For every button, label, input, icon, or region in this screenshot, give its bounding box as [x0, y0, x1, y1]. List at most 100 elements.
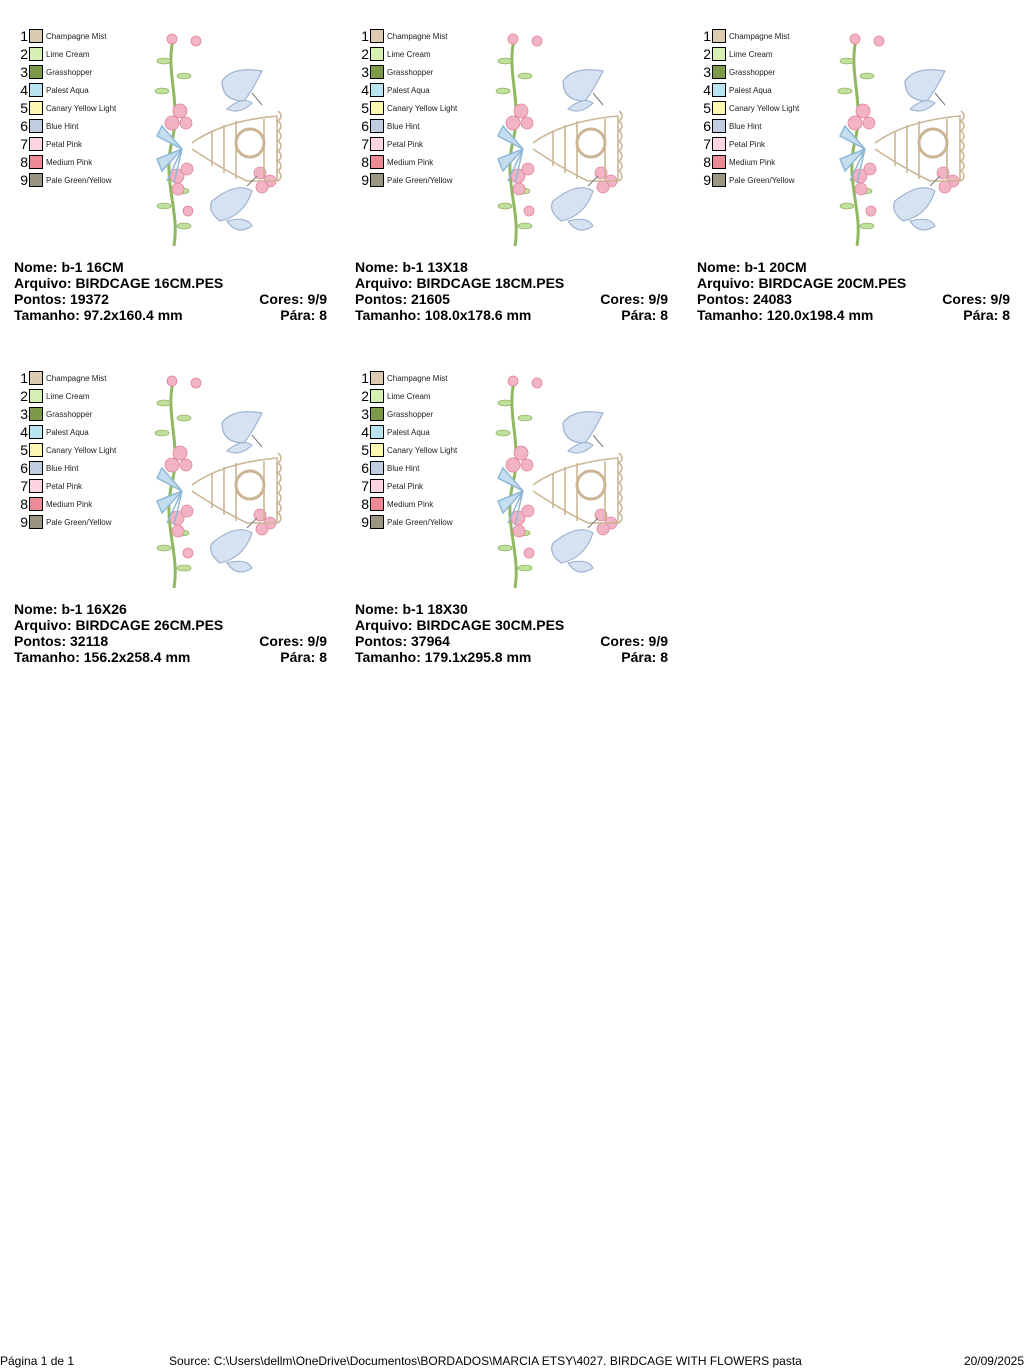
thread-row: 4 Palest Aqua [18, 81, 116, 99]
thread-number: 2 [20, 388, 28, 404]
thread-number: 2 [361, 46, 369, 62]
thread-name: Pale Green/Yellow [387, 175, 453, 185]
thread-row: 8 Medium Pink [359, 153, 457, 171]
color-swatch [29, 461, 43, 475]
design-info: Nome: b-1 13X18 Arquivo: BIRDCAGE 18CM.P… [355, 259, 668, 323]
color-swatch [370, 407, 384, 421]
color-swatch [370, 65, 384, 79]
thread-row: 9 Pale Green/Yellow [701, 171, 799, 189]
thread-number: 7 [20, 478, 28, 494]
thread-name: Medium Pink [387, 499, 434, 509]
design-file: Arquivo: BIRDCAGE 16CM.PES [14, 275, 224, 291]
thread-name: Palest Aqua [729, 85, 772, 95]
thread-name: Canary Yellow Light [46, 445, 117, 455]
design-size: Tamanho: 108.0x178.6 mm [355, 307, 532, 323]
design-file: Arquivo: BIRDCAGE 18CM.PES [355, 275, 565, 291]
color-swatch [29, 155, 43, 169]
color-swatch [370, 29, 384, 43]
thread-name: Champagne Mist [387, 373, 448, 383]
color-swatch [712, 137, 726, 151]
thread-number: 3 [361, 64, 369, 80]
thread-row: 5 Canary Yellow Light [359, 441, 457, 459]
color-count: Cores: 9/9 [600, 291, 668, 307]
color-swatch [370, 389, 384, 403]
color-swatch [712, 173, 726, 187]
thread-name: Champagne Mist [729, 31, 790, 41]
thread-name: Canary Yellow Light [729, 103, 800, 113]
thread-row: 1 Champagne Mist [359, 27, 457, 45]
thread-row: 2 Lime Cream [359, 387, 457, 405]
stops-count: Pára: 8 [621, 307, 668, 323]
color-swatch [370, 461, 384, 475]
thread-number: 7 [361, 478, 369, 494]
thread-name: Medium Pink [46, 157, 93, 167]
stitch-count: Pontos: 19372 [14, 291, 109, 307]
stops-count: Pára: 8 [963, 307, 1010, 323]
thread-name: Lime Cream [46, 391, 90, 401]
thread-row: 8 Medium Pink [359, 495, 457, 513]
thread-legend: 1 Champagne Mist 2 Lime Cream 3 Grasshopper 4 P… [18, 27, 116, 189]
thread-row: 6 Blue Hint [18, 459, 116, 477]
color-swatch [29, 137, 43, 151]
thread-row: 3 Grasshopper [701, 63, 799, 81]
thread-name: Pale Green/Yellow [729, 175, 795, 185]
thread-number: 4 [703, 82, 711, 98]
thread-row: 3 Grasshopper [18, 405, 116, 423]
color-swatch [370, 443, 384, 457]
thread-name: Lime Cream [46, 49, 90, 59]
thread-row: 5 Canary Yellow Light [18, 441, 116, 459]
color-swatch [29, 101, 43, 115]
thread-row: 8 Medium Pink [701, 153, 799, 171]
thread-number: 7 [703, 136, 711, 152]
thread-row: 7 Petal Pink [701, 135, 799, 153]
thread-number: 2 [361, 388, 369, 404]
thread-number: 9 [20, 514, 28, 530]
thread-name: Palest Aqua [387, 85, 430, 95]
color-swatch [29, 407, 43, 421]
stops-count: Pára: 8 [280, 649, 327, 665]
thread-legend: 1 Champagne Mist 2 Lime Cream 3 Grasshopper 4 P… [359, 369, 457, 531]
design-file: Arquivo: BIRDCAGE 30CM.PES [355, 617, 565, 633]
design-name: Nome: b-1 16CM [14, 259, 124, 275]
color-swatch [370, 137, 384, 151]
thread-number: 6 [361, 460, 369, 476]
color-swatch [29, 497, 43, 511]
thread-number: 7 [361, 136, 369, 152]
thread-name: Pale Green/Yellow [46, 517, 112, 527]
color-count: Cores: 9/9 [259, 633, 327, 649]
thread-number: 3 [20, 406, 28, 422]
design-size: Tamanho: 156.2x258.4 mm [14, 649, 191, 665]
thread-name: Blue Hint [387, 121, 420, 131]
design-info: Nome: b-1 16X26 Arquivo: BIRDCAGE 26CM.P… [14, 601, 327, 665]
thread-name: Petal Pink [387, 139, 424, 149]
thread-number: 1 [703, 28, 711, 44]
thread-number: 2 [20, 46, 28, 62]
thread-row: 9 Pale Green/Yellow [18, 513, 116, 531]
thread-number: 3 [703, 64, 711, 80]
thread-name: Champagne Mist [46, 373, 107, 383]
thread-number: 9 [20, 172, 28, 188]
thread-name: Palest Aqua [46, 427, 89, 437]
thread-row: 2 Lime Cream [359, 45, 457, 63]
thread-row: 4 Palest Aqua [359, 423, 457, 441]
stitch-count: Pontos: 37964 [355, 633, 450, 649]
thread-number: 1 [20, 28, 28, 44]
design-name: Nome: b-1 13X18 [355, 259, 468, 275]
thread-number: 1 [361, 28, 369, 44]
thread-number: 9 [703, 172, 711, 188]
design-name: Nome: b-1 20CM [697, 259, 807, 275]
thread-row: 3 Grasshopper [359, 405, 457, 423]
color-swatch [29, 371, 43, 385]
thread-number: 1 [361, 370, 369, 386]
design-size: Tamanho: 97.2x160.4 mm [14, 307, 183, 323]
thread-name: Pale Green/Yellow [46, 175, 112, 185]
color-swatch [712, 119, 726, 133]
thread-row: 5 Canary Yellow Light [701, 99, 799, 117]
design-name: Nome: b-1 18X30 [355, 601, 468, 617]
color-swatch [29, 443, 43, 457]
thread-name: Petal Pink [729, 139, 766, 149]
color-swatch [29, 389, 43, 403]
color-swatch [370, 425, 384, 439]
thread-row: 9 Pale Green/Yellow [18, 171, 116, 189]
thread-row: 6 Blue Hint [359, 459, 457, 477]
